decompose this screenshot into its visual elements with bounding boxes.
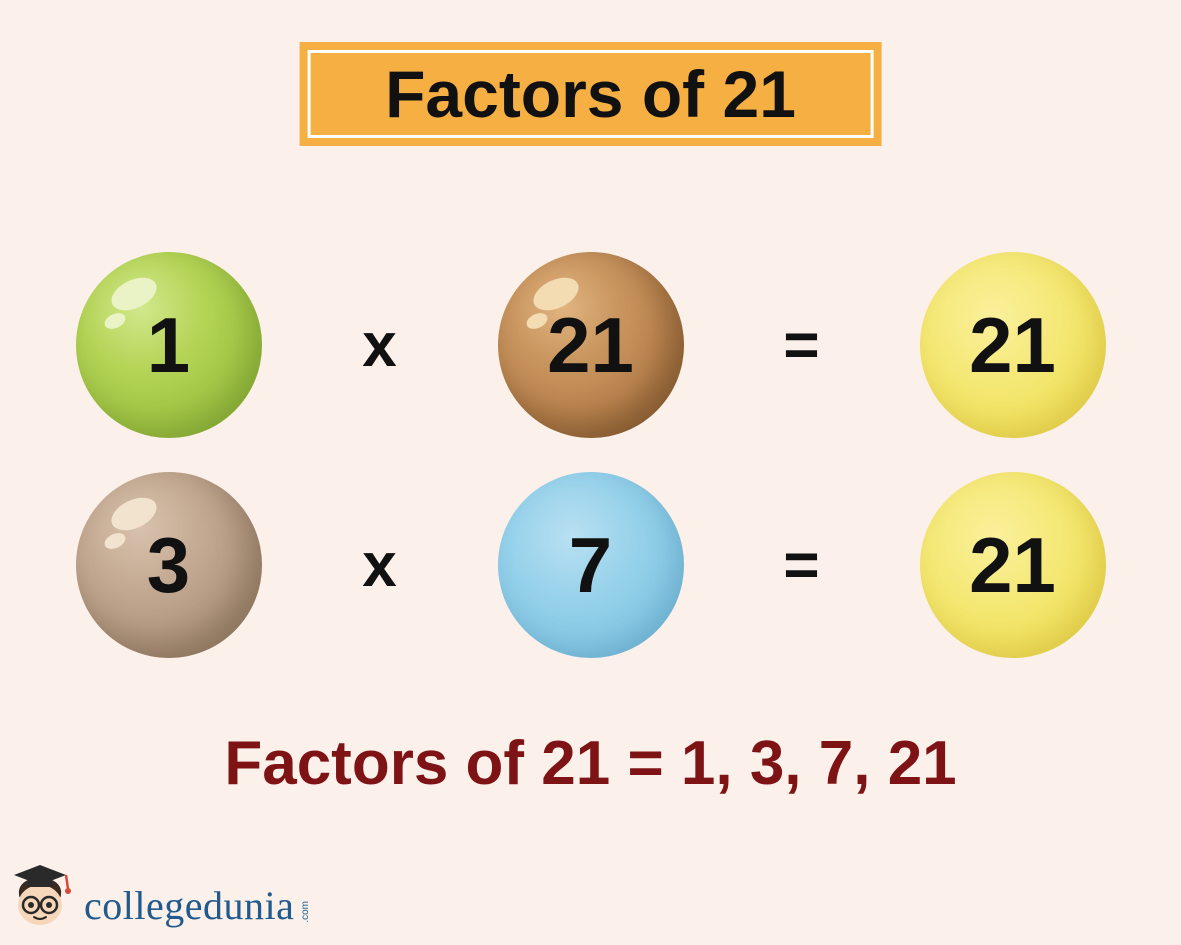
- multiply-operator: x: [350, 310, 410, 381]
- brand-name: collegedunia: [84, 882, 294, 929]
- multiply-operator: x: [350, 530, 410, 601]
- factor-ball: 3: [76, 472, 262, 658]
- page-title: Factors of 21: [385, 56, 796, 132]
- equals-operator: =: [772, 310, 832, 381]
- title-banner: Factors of 21: [299, 42, 882, 146]
- mascot-icon: [6, 853, 74, 929]
- product-value: 21: [969, 520, 1056, 611]
- equation-row: 1 x 21 = 21: [76, 252, 1106, 438]
- product-value: 21: [969, 300, 1056, 391]
- factor-value: 3: [147, 520, 190, 611]
- factor-value: 21: [547, 300, 634, 391]
- factors-summary: Factors of 21 = 1, 3, 7, 21: [224, 728, 956, 799]
- equation-row: 3 x 7 = 21: [76, 472, 1106, 658]
- equations-container: 1 x 21 = 21 3 x 7 = 21: [76, 252, 1106, 692]
- factor-value: 7: [569, 520, 612, 611]
- factor-ball: 7: [498, 472, 684, 658]
- equals-operator: =: [772, 530, 832, 601]
- product-ball: 21: [920, 252, 1106, 438]
- brand-suffix: .com: [300, 901, 311, 923]
- factor-value: 1: [147, 300, 190, 391]
- brand-logo: collegedunia .com: [6, 853, 311, 929]
- factor-ball: 21: [498, 252, 684, 438]
- product-ball: 21: [920, 472, 1106, 658]
- factor-ball: 1: [76, 252, 262, 438]
